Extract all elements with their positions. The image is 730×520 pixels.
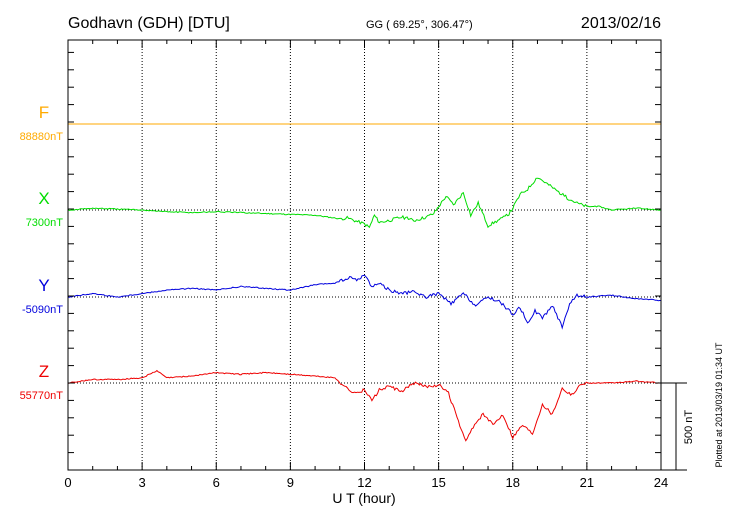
scale-bar-label: 500 nT — [683, 410, 695, 445]
plotted-timestamp: Plotted at 2013/03/19 01:34 UT — [714, 342, 724, 468]
x-tick-label: 0 — [64, 475, 71, 490]
grid-layer — [68, 40, 661, 470]
series-x-line — [67, 177, 662, 229]
plot-frame — [67, 39, 662, 471]
series-f-name: F — [39, 103, 49, 122]
x-tick-label: 21 — [580, 475, 594, 490]
x-tick-label: 18 — [506, 475, 520, 490]
x-tick-label: 9 — [287, 475, 294, 490]
x-tick-label: 24 — [654, 475, 668, 490]
series-z-baseline-label: 55770nT — [20, 390, 64, 402]
labels-layer: 0 3 6 9 12 15 18 21 24 F 88880nT X 7300nT Y -5090nT Z 55… — [20, 103, 669, 490]
x-tick-label: 3 — [139, 475, 146, 490]
x-tick-label: 6 — [213, 475, 220, 490]
series-y-baseline-label: -5090nT — [22, 304, 63, 316]
x-axis-label: U T (hour) — [332, 490, 395, 506]
series-f-baseline-label: 88880nT — [20, 131, 64, 143]
chart-date: 2013/02/16 — [581, 15, 661, 32]
station-title: Godhavn (GDH) [DTU] — [68, 15, 230, 32]
x-tick-label: 15 — [431, 475, 445, 490]
series-x-baseline-label: 7300nT — [26, 217, 64, 229]
series-z-name: Z — [39, 362, 49, 381]
series-layer — [67, 123, 662, 442]
station-coordinates: GG ( 69.25°, 306.47°) — [366, 19, 473, 31]
series-y-line — [67, 274, 661, 330]
ticks-layer — [67, 40, 662, 471]
series-z-line — [67, 369, 661, 442]
series-y-name: Y — [38, 276, 49, 295]
series-x-name: X — [38, 189, 49, 208]
scale-bar: 500 nT — [661, 382, 695, 471]
x-tick-label: 12 — [357, 475, 371, 490]
